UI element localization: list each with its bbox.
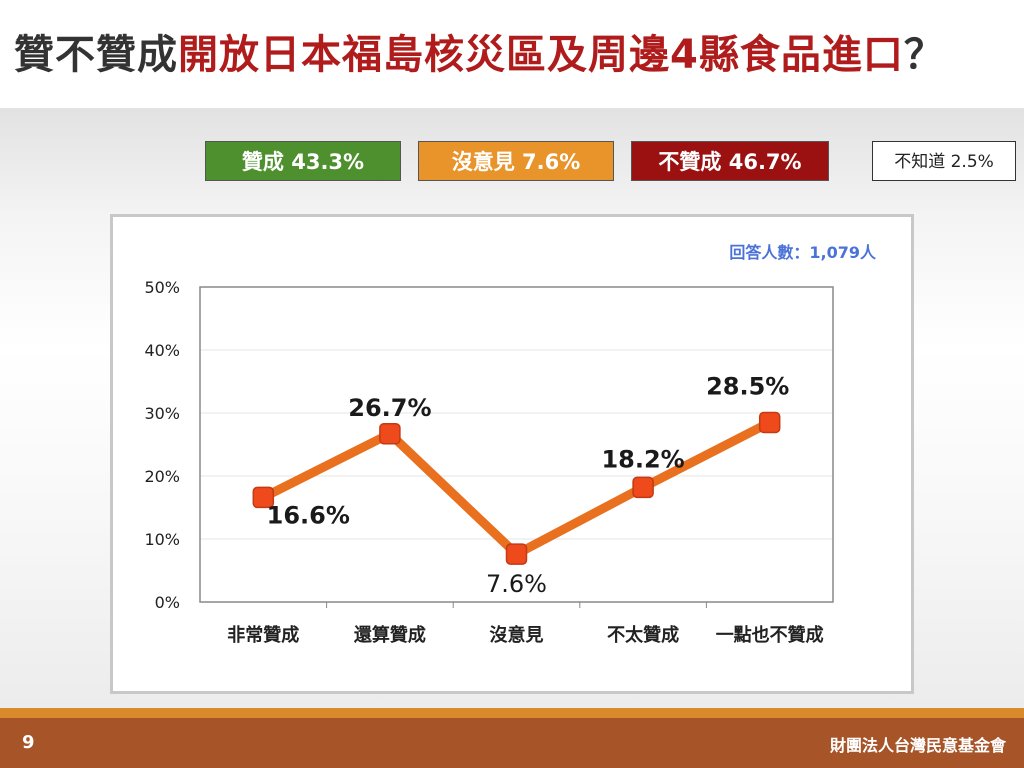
data-value-label: 7.6% — [486, 570, 547, 598]
footer-bar — [0, 718, 1024, 768]
data-value-label: 18.2% — [601, 445, 684, 473]
x-category-label: 非常贊成 — [227, 624, 299, 646]
data-point-marker — [505, 543, 528, 565]
x-category-label: 沒意見 — [490, 624, 544, 646]
series-line — [258, 417, 775, 559]
axis-layer: 0% 10% 20% 30% 40% 50% 非常贊成 還算贊成 沒意見 不太贊成 一點也不贊成 — [144, 278, 834, 646]
y-tick-label: 50% — [144, 278, 180, 297]
x-category-label: 還算贊成 — [354, 624, 426, 646]
summary-unknown-badge: 不知道 2.5% — [872, 141, 1016, 181]
plot-frame — [199, 286, 834, 603]
title-highlight: 開放日本福島核災區及周邊4縣食品進口 — [178, 32, 904, 78]
chart-panel — [110, 214, 914, 694]
data-value-label: 28.5% — [706, 372, 789, 400]
y-tick-label: 40% — [144, 341, 180, 360]
data-point-marker — [379, 423, 401, 445]
summary-disagree-badge: 不贊成 46.7% — [631, 141, 829, 181]
footer-accent-band — [0, 708, 1024, 718]
y-tick-label: 20% — [144, 467, 180, 486]
y-tick-label: 30% — [144, 404, 180, 423]
title-prefix: 贊不贊成 — [14, 32, 178, 78]
data-point-marker — [252, 486, 275, 509]
organization-name: 財團法人台灣民意基金會 — [829, 736, 1006, 755]
label-layer: 16.6% 26.7% 7.6% 18.2% 28.5% — [267, 372, 790, 598]
data-point-marker — [758, 411, 781, 434]
y-tick-label: 10% — [144, 530, 180, 549]
y-tick-label: 0% — [155, 593, 180, 612]
line-layer — [258, 417, 775, 559]
summary-neutral-badge: 沒意見 7.6% — [418, 141, 614, 181]
page-title: 贊不贊成開放日本福島核災區及周邊4縣食品進口？ — [14, 30, 945, 80]
page-number: 9 — [22, 732, 35, 753]
summary-agree-badge: 贊成 43.3% — [205, 141, 401, 181]
respondent-count-note: 回答人數：1,079人 — [729, 243, 877, 262]
x-category-label: 不太贊成 — [607, 624, 679, 646]
grid-layer — [200, 286, 833, 540]
title-suffix: ？ — [903, 32, 945, 78]
data-value-label: 26.7% — [348, 394, 431, 422]
data-value-label: 16.6% — [267, 501, 350, 529]
data-point-marker — [632, 476, 654, 499]
x-category-label: 一點也不贊成 — [716, 624, 824, 646]
point-layer — [252, 411, 781, 565]
